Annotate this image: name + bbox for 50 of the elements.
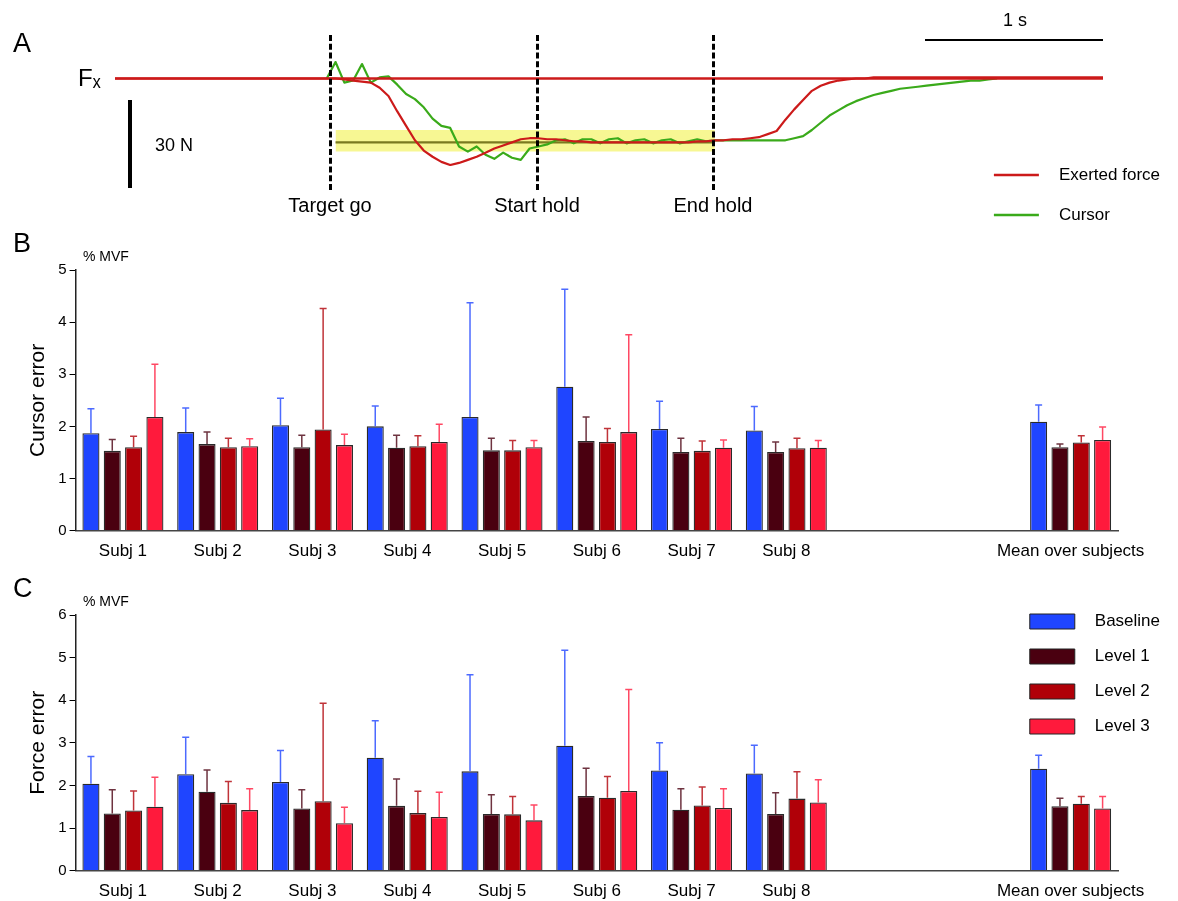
x-tick-label: Subj 5 [477, 541, 527, 561]
x-tick-label: Subj 3 [288, 541, 337, 561]
x-tick-label: Subj 6 [572, 881, 621, 901]
legend-label: Level 2 [1094, 680, 1150, 700]
x-tick-label: Subj 7 [667, 541, 716, 561]
x-tick-label: Mean over subjects [996, 541, 1145, 561]
chart-title: B [13, 228, 32, 259]
y-axis-title: Force error [25, 690, 49, 795]
y-tick-label: 3 [58, 364, 67, 382]
x-tick-label: Subj 8 [762, 541, 811, 561]
x-tick-label: Subj 2 [193, 881, 242, 901]
legend-label: Level 1 [1094, 645, 1150, 665]
y-tick-label: 3 [58, 732, 67, 750]
text: Start hold [494, 194, 580, 217]
y-tick-label: 2 [58, 416, 67, 434]
text: 1 s [1003, 10, 1028, 31]
annotation: 30 N [155, 135, 194, 156]
x-tick-label: Subj 1 [98, 541, 148, 561]
chart-title: C [13, 573, 33, 604]
text: Fₓ [78, 64, 101, 92]
x-tick-label: Subj 5 [477, 881, 527, 901]
x-tick-label: Subj 2 [193, 541, 242, 561]
y-tick-label: 5 [58, 647, 67, 665]
y-tick-label: 5 [58, 260, 67, 278]
y-tick-label: 4 [58, 690, 67, 708]
legend-label: Exerted force [1058, 164, 1161, 184]
chart-subtitle: % MVF [83, 593, 129, 609]
x-tick-label: Subj 4 [383, 881, 432, 901]
y-tick-label: 0 [58, 860, 67, 878]
x-tick-label: Subj 3 [288, 881, 337, 901]
legend-label: Level 3 [1094, 715, 1150, 735]
chart-subtitle: % MVF [83, 248, 129, 264]
legend-label: Cursor [1058, 204, 1111, 224]
chart-title: A [13, 28, 32, 59]
y-tick-label: 0 [58, 520, 67, 538]
y-tick-label: 1 [58, 818, 67, 836]
y-tick-label: 6 [58, 605, 67, 623]
x-tick-label: Subj 4 [383, 541, 432, 561]
x-tick-label: Subj 6 [572, 541, 621, 561]
text: End hold [673, 194, 753, 217]
x-tick-label: Subj 8 [762, 881, 811, 901]
x-tick-label: Mean over subjects [996, 881, 1145, 901]
y-tick-label: 4 [58, 312, 67, 330]
y-tick-label: 2 [58, 775, 67, 793]
x-tick-label: Subj 7 [667, 881, 716, 901]
legend-label: Baseline [1094, 610, 1161, 630]
text: Target go [288, 194, 372, 217]
y-tick-label: 1 [58, 468, 67, 486]
y-axis-title: Cursor error [25, 343, 49, 457]
x-tick-label: Subj 1 [98, 881, 148, 901]
